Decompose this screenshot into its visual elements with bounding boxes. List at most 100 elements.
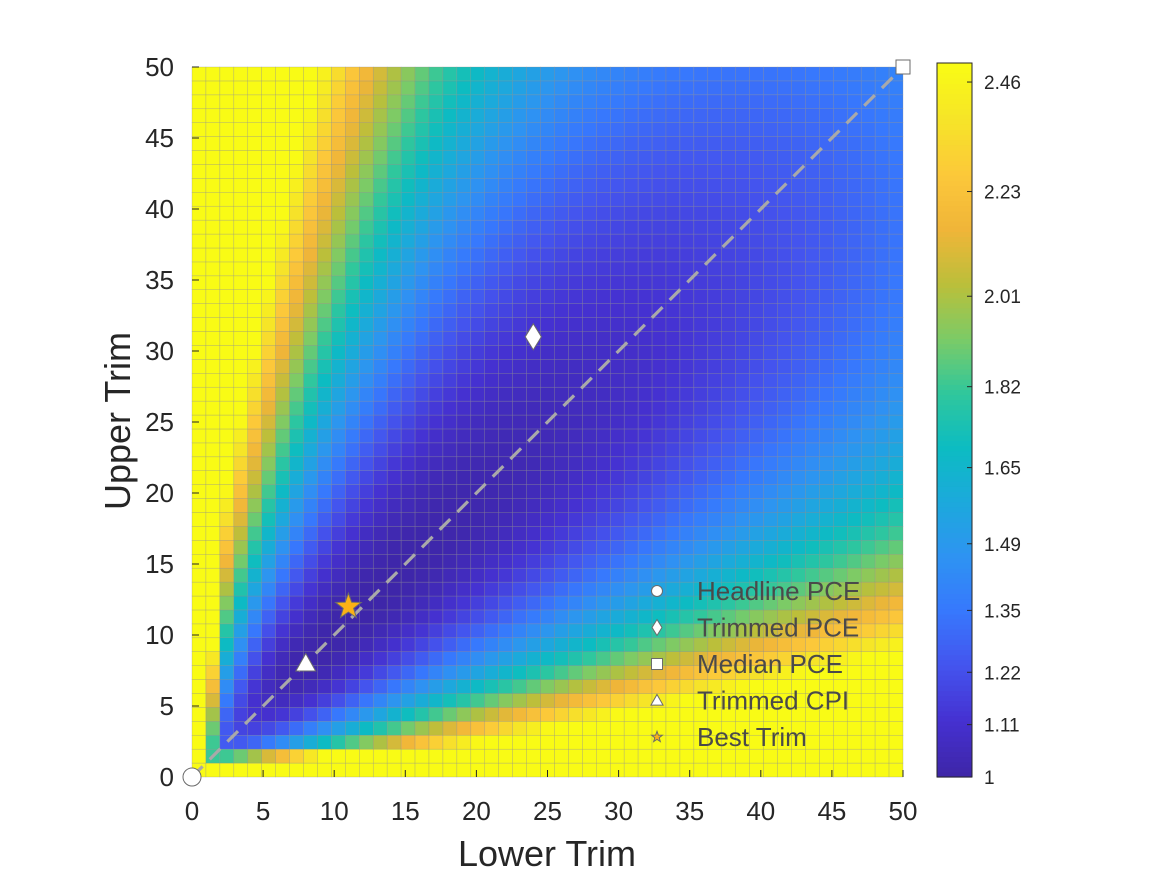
heatmap-cell xyxy=(637,554,653,569)
heatmap-cell xyxy=(470,623,486,639)
heatmap-cell xyxy=(275,303,290,318)
colorbar-segment xyxy=(937,261,972,268)
heatmap-cell xyxy=(526,651,541,666)
heatmap-cell xyxy=(331,428,346,444)
heatmap-cell xyxy=(526,484,541,499)
heatmap-cell xyxy=(428,373,444,388)
heatmap-cell xyxy=(442,94,458,110)
heatmap-cell xyxy=(456,205,472,221)
heatmap-cell xyxy=(219,679,235,694)
heatmap-cell xyxy=(372,317,388,332)
colorbar-segment xyxy=(937,695,972,702)
heatmap-cell xyxy=(596,108,611,123)
colorbar-segment xyxy=(937,715,972,722)
heatmap-cell xyxy=(386,637,402,652)
heatmap-cell xyxy=(261,567,276,583)
colorbar-segment xyxy=(937,440,972,447)
heatmap-cell xyxy=(888,595,904,611)
heatmap-cell xyxy=(359,665,374,680)
heatmap-cell xyxy=(247,442,262,458)
heatmap-cell xyxy=(749,122,764,137)
heatmap-cell xyxy=(693,94,709,110)
heatmap-cell xyxy=(735,150,750,165)
heatmap-cell xyxy=(247,136,262,151)
heatmap-cell xyxy=(275,512,290,527)
heatmap-cell xyxy=(860,498,876,513)
heatmap-cell xyxy=(679,442,695,458)
heatmap-cell xyxy=(665,762,681,778)
heatmap-cell xyxy=(261,679,276,694)
heatmap-cell xyxy=(582,164,597,179)
heatmap-cell xyxy=(359,512,374,527)
heatmap-cell xyxy=(679,345,695,360)
heatmap-cell xyxy=(359,386,374,402)
heatmap-cell xyxy=(540,94,555,110)
heatmap-cell xyxy=(596,707,611,722)
heatmap-cell xyxy=(247,233,262,249)
heatmap-cell xyxy=(693,414,709,430)
heatmap-cell xyxy=(651,679,667,694)
heatmap-cell xyxy=(428,80,444,96)
heatmap-cell xyxy=(498,540,513,555)
heatmap-cell xyxy=(540,233,555,249)
heatmap-cell xyxy=(414,498,430,513)
heatmap-cell xyxy=(623,386,639,402)
heatmap-cell xyxy=(819,289,834,304)
heatmap-cell xyxy=(888,386,904,402)
heatmap-cell xyxy=(386,359,402,374)
heatmap-cell xyxy=(484,386,499,402)
heatmap-cell xyxy=(247,359,262,374)
colorbar-segment xyxy=(937,685,972,691)
heatmap-cell xyxy=(191,721,207,736)
heatmap-cell xyxy=(456,80,472,96)
heatmap-cell xyxy=(707,345,723,360)
heatmap-cell xyxy=(303,219,318,235)
heatmap-cell xyxy=(261,442,276,458)
heatmap-cell xyxy=(819,108,834,123)
heatmap-cell xyxy=(749,386,764,402)
heatmap-cell xyxy=(345,331,360,346)
colorbar-segment xyxy=(937,256,972,263)
heatmap-cell xyxy=(665,80,681,96)
colorbar-segment xyxy=(937,455,972,462)
heatmap-cell xyxy=(400,540,416,555)
heatmap-cell xyxy=(219,762,235,778)
heatmap-cell xyxy=(372,595,388,611)
heatmap-cell xyxy=(386,526,402,541)
heatmap-cell xyxy=(275,289,290,304)
heatmap-cell xyxy=(554,595,569,611)
heatmap-cell xyxy=(219,484,235,499)
heatmap-cell xyxy=(359,150,374,165)
heatmap-cell xyxy=(749,512,764,527)
heatmap-cell xyxy=(735,178,750,193)
heatmap-cell xyxy=(442,178,458,193)
heatmap-cell xyxy=(568,289,583,304)
heatmap-cell xyxy=(777,303,792,318)
heatmap-cell xyxy=(498,275,513,290)
heatmap-cell xyxy=(359,554,374,569)
heatmap-cell xyxy=(303,554,318,569)
heatmap-cell xyxy=(596,428,611,444)
y-tick-label: 30 xyxy=(145,336,174,366)
heatmap-cell xyxy=(582,94,597,110)
heatmap-cell xyxy=(860,386,876,402)
heatmap-cell xyxy=(372,554,388,569)
heatmap-cell xyxy=(191,136,207,151)
heatmap-cell xyxy=(819,80,834,96)
heatmap-cell xyxy=(623,289,639,304)
heatmap-cell xyxy=(303,581,318,597)
heatmap-cell xyxy=(261,359,276,374)
heatmap-cell xyxy=(261,456,276,471)
heatmap-cell xyxy=(679,303,695,318)
heatmap-cell xyxy=(554,414,569,430)
heatmap-cell xyxy=(512,164,527,179)
heatmap-cell xyxy=(623,136,639,151)
heatmap-cell xyxy=(456,526,472,541)
heatmap-cell xyxy=(233,373,249,388)
colorbar-segment xyxy=(937,516,972,523)
heatmap-cell xyxy=(846,247,862,263)
heatmap-cell xyxy=(303,456,318,471)
heatmap-cell xyxy=(205,498,221,513)
heatmap-cell xyxy=(721,192,736,207)
heatmap-cell xyxy=(345,651,360,666)
